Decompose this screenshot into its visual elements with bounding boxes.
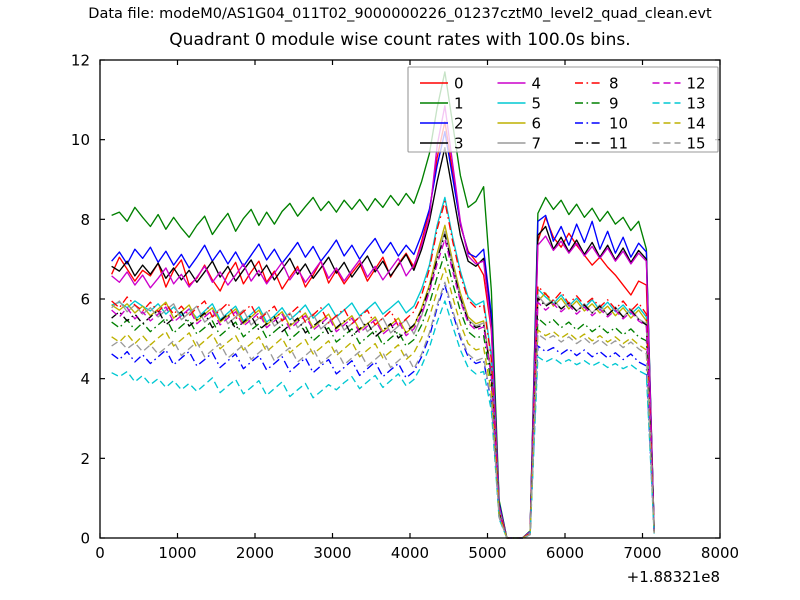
legend-item-15[interactable]: 15 bbox=[652, 135, 706, 153]
legend-label-14: 14 bbox=[687, 115, 706, 133]
y-tick-label: 0 bbox=[80, 530, 90, 548]
legend-item-9[interactable]: 9 bbox=[575, 95, 619, 113]
legend-item-12[interactable]: 12 bbox=[652, 75, 706, 93]
legend-label-8: 8 bbox=[609, 75, 619, 93]
legend-label-15: 15 bbox=[687, 135, 706, 153]
legend-label-5: 5 bbox=[532, 95, 542, 113]
legend-item-11[interactable]: 11 bbox=[575, 135, 628, 153]
series-line-11 bbox=[111, 233, 655, 539]
legend-box[interactable] bbox=[407, 66, 719, 153]
x-tick-label: 7000 bbox=[623, 544, 661, 562]
series-group bbox=[111, 71, 655, 539]
legend-item-1[interactable]: 1 bbox=[420, 95, 464, 113]
series-line-13 bbox=[111, 300, 655, 539]
x-tick-label: 0 bbox=[95, 544, 105, 562]
axes-frame bbox=[99, 59, 721, 539]
legend-label-7: 7 bbox=[532, 135, 542, 153]
legend-label-12: 12 bbox=[687, 75, 706, 93]
x-tick-label: 4000 bbox=[391, 544, 429, 562]
y-tick-label: 4 bbox=[80, 370, 90, 388]
series-line-14 bbox=[111, 267, 655, 539]
x-tick-label: 6000 bbox=[546, 544, 584, 562]
legend-label-11: 11 bbox=[609, 135, 628, 153]
series-line-12 bbox=[111, 238, 655, 539]
x-tick-label: 2000 bbox=[236, 544, 274, 562]
series-line-3 bbox=[111, 146, 655, 539]
x-tick-label: 1000 bbox=[158, 544, 196, 562]
plot-title: Quadrant 0 module wise count rates with … bbox=[169, 30, 631, 50]
axis-tick-labels-group: 0 1000 2000 3000 4000 5000 6000 7000 80000246810… bbox=[71, 52, 739, 587]
legend-label-6: 6 bbox=[532, 115, 542, 133]
legend-label-0: 0 bbox=[454, 75, 464, 93]
legend-label-4: 4 bbox=[532, 75, 542, 93]
x-tick-label: 3000 bbox=[313, 544, 351, 562]
legend-label-2: 2 bbox=[454, 115, 464, 133]
x-tick-label: 8000 bbox=[701, 544, 739, 562]
data-file-suptitle: Data file: modeM0/AS1G04_011T02_90000002… bbox=[88, 6, 712, 22]
series-line-4 bbox=[111, 105, 655, 539]
legend-label-1: 1 bbox=[454, 95, 464, 113]
series-line-15 bbox=[111, 281, 655, 539]
y-tick-label: 6 bbox=[80, 291, 90, 309]
series-line-8 bbox=[111, 200, 655, 539]
y-tick-label: 10 bbox=[71, 131, 90, 149]
series-line-0 bbox=[111, 121, 655, 539]
y-tick-label: 12 bbox=[71, 52, 90, 70]
y-tick-label: 2 bbox=[80, 450, 90, 468]
x-tick-label: 5000 bbox=[468, 544, 506, 562]
series-line-2 bbox=[111, 131, 655, 539]
legend-label-3: 3 bbox=[454, 135, 464, 153]
legend-item-13[interactable]: 13 bbox=[652, 95, 706, 113]
legend-item-10[interactable]: 10 bbox=[575, 115, 628, 133]
legend-item-6[interactable]: 6 bbox=[497, 115, 542, 133]
legend-label-9: 9 bbox=[609, 95, 619, 113]
legend-label-13: 13 bbox=[687, 95, 706, 113]
legend-label-10: 10 bbox=[609, 115, 628, 133]
legend-item-0[interactable]: 0 bbox=[420, 75, 464, 93]
legend-item-7[interactable]: 7 bbox=[497, 135, 542, 153]
series-line-1 bbox=[111, 71, 655, 539]
legend-item-14[interactable]: 14 bbox=[652, 115, 706, 133]
legend-item-5[interactable]: 5 bbox=[497, 95, 542, 113]
legend-item-8[interactable]: 8 bbox=[575, 75, 619, 93]
legend-item-3[interactable]: 3 bbox=[420, 135, 464, 153]
series-line-9 bbox=[111, 252, 655, 539]
series-line-5 bbox=[111, 196, 655, 539]
series-line-6 bbox=[111, 224, 655, 539]
y-tick-label: 8 bbox=[80, 211, 90, 229]
series-line-10 bbox=[111, 284, 655, 539]
x-axis-offset-label: +1.88321e8 bbox=[627, 568, 720, 586]
legend-item-2[interactable]: 2 bbox=[420, 115, 464, 133]
legend-item-4[interactable]: 4 bbox=[497, 75, 542, 93]
